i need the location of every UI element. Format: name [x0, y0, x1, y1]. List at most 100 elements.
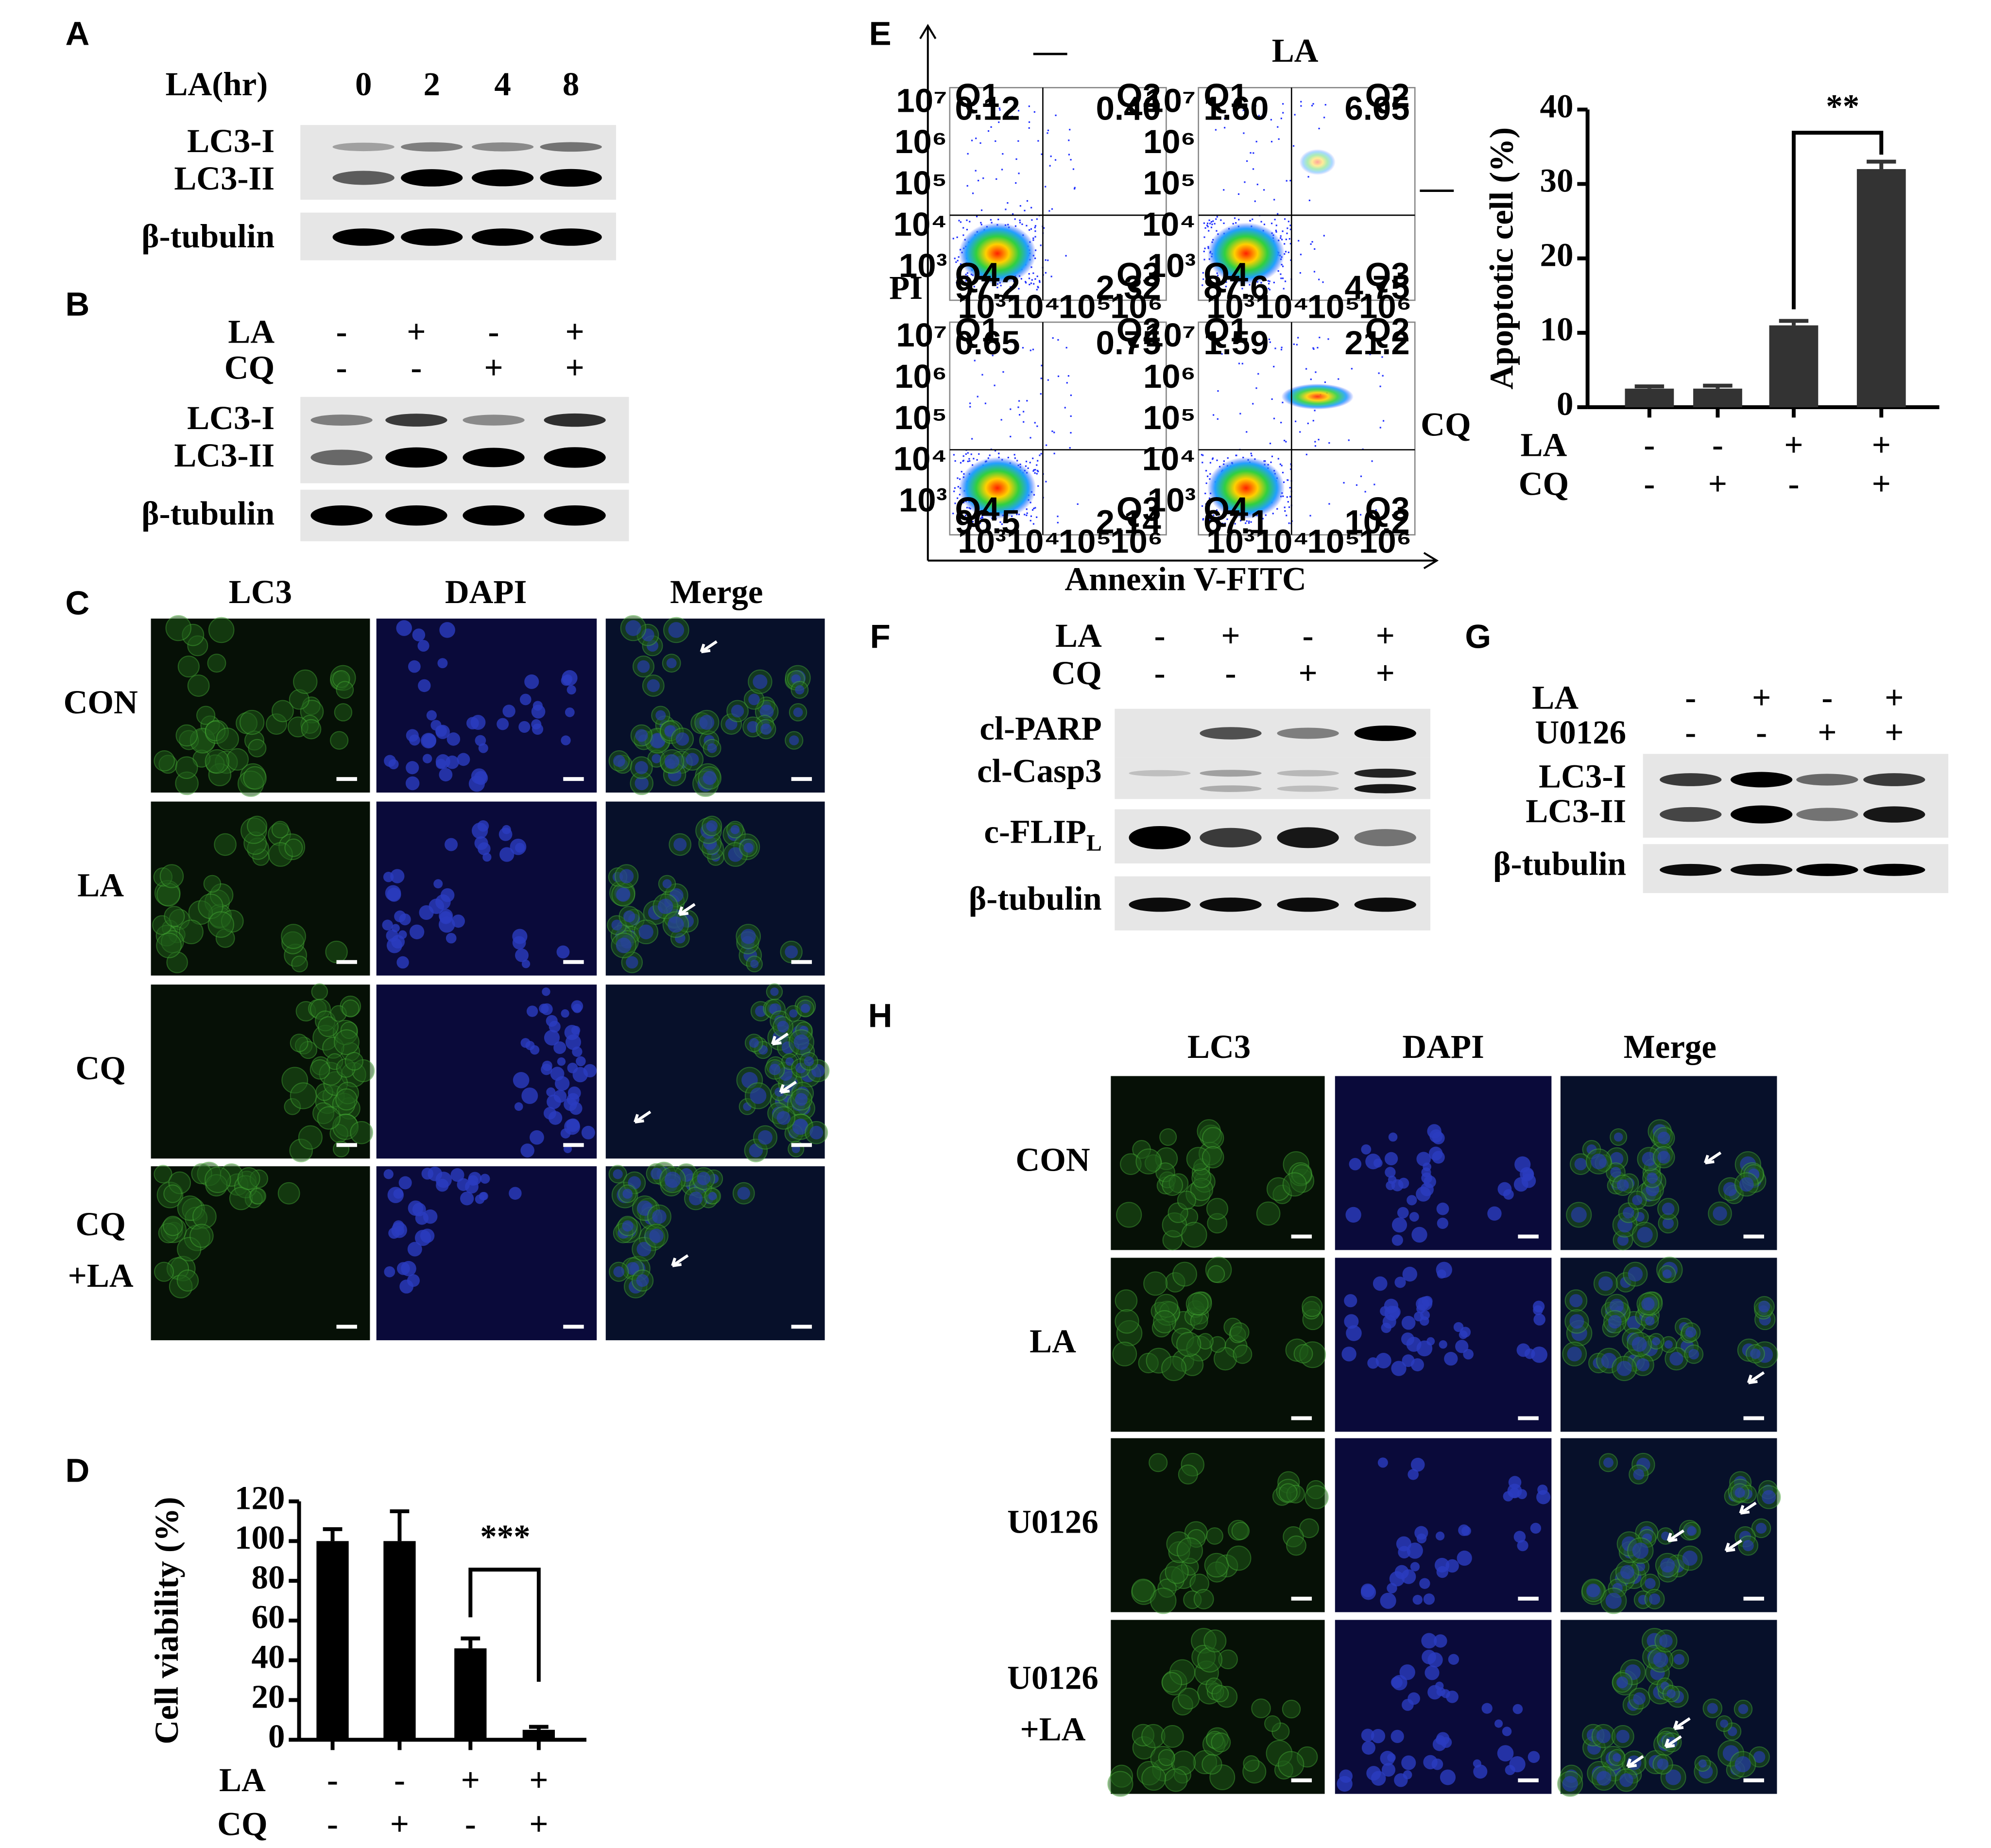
- band: [1730, 805, 1793, 824]
- cell-lc3: [1135, 1148, 1162, 1174]
- event: [1260, 282, 1262, 284]
- event: [966, 228, 968, 231]
- cell-nucleus: [1665, 1769, 1682, 1785]
- event: [967, 452, 969, 454]
- cell-nucleus: [439, 768, 453, 782]
- event: [1019, 205, 1021, 207]
- event: [1282, 103, 1284, 105]
- event: [1327, 338, 1329, 340]
- quadrant-name: Q1: [1203, 311, 1248, 348]
- event: [993, 283, 995, 286]
- flow-tick-label: 10³: [1148, 247, 1196, 284]
- event: [1290, 468, 1292, 470]
- event: [1036, 218, 1038, 220]
- cell-nucleus: [1410, 1457, 1425, 1472]
- cell-nucleus: [708, 1192, 717, 1201]
- sign: +: [1872, 465, 1891, 502]
- cell-nucleus: [1377, 1457, 1388, 1468]
- cell-nucleus: [1397, 1207, 1409, 1219]
- sign: +: [1221, 617, 1240, 654]
- cell-nucleus: [420, 1228, 435, 1243]
- sign: -: [1225, 655, 1236, 691]
- event: [1313, 348, 1315, 350]
- cell-nucleus: [1455, 1340, 1469, 1353]
- event: [1224, 118, 1226, 120]
- event: [1212, 458, 1214, 460]
- event: [1224, 522, 1226, 524]
- event: [1055, 114, 1057, 116]
- cell-nucleus: [1444, 1351, 1458, 1366]
- cell-nucleus: [409, 924, 425, 939]
- arrow: [1666, 1529, 1685, 1542]
- arrow: [1704, 1151, 1722, 1165]
- band: [1796, 774, 1858, 786]
- cell-lc3: [1201, 1146, 1224, 1169]
- event: [1025, 281, 1027, 283]
- cell-nucleus: [426, 710, 437, 721]
- y-tick-label: 0: [268, 1718, 285, 1755]
- cell-lc3: [290, 1082, 317, 1109]
- event: [1201, 462, 1203, 464]
- event: [1072, 168, 1075, 170]
- flow-tick-label: 10⁴: [1142, 206, 1196, 243]
- event: [1013, 454, 1015, 456]
- flow-tick-label: 10³: [958, 288, 1006, 326]
- event: [1312, 103, 1314, 105]
- event: [1257, 373, 1259, 375]
- cell-lc3: [350, 1121, 374, 1144]
- event: [1045, 481, 1047, 483]
- event: [1216, 509, 1218, 511]
- event: [953, 454, 955, 456]
- event: [1318, 127, 1320, 130]
- quadrant-name: Q4: [955, 490, 999, 528]
- event: [1284, 510, 1286, 512]
- event: [1034, 230, 1036, 232]
- cell-nucleus: [776, 1111, 791, 1125]
- cell-nucleus: [1432, 1151, 1445, 1164]
- event: [1037, 287, 1039, 289]
- event: [1212, 220, 1214, 222]
- event: [1048, 210, 1050, 212]
- flow-tick-label: 10³: [899, 482, 947, 519]
- cell-lc3: [207, 911, 235, 938]
- band-label: cl-PARP: [979, 710, 1101, 747]
- band: [1200, 727, 1262, 740]
- event: [1274, 219, 1276, 221]
- quadrant-value: 0.65: [955, 324, 1020, 362]
- event: [1005, 208, 1007, 210]
- event: [1207, 225, 1209, 227]
- cell-nucleus: [561, 1009, 569, 1018]
- event: [1210, 514, 1212, 516]
- cell-lc3: [1161, 1725, 1184, 1748]
- cell-lc3: [196, 706, 216, 725]
- event: [1215, 218, 1217, 220]
- event: [1033, 283, 1035, 285]
- event: [1028, 127, 1030, 129]
- cell-nucleus: [509, 1187, 522, 1200]
- significance: ***: [480, 1518, 530, 1555]
- cell-nucleus: [445, 838, 458, 851]
- event: [1041, 364, 1043, 366]
- event: [1018, 514, 1020, 516]
- cell-nucleus: [635, 729, 648, 742]
- axis-label: Annexin V-FITC: [1065, 561, 1306, 598]
- cell-nucleus: [1723, 1182, 1737, 1196]
- cell-nucleus: [1441, 1689, 1450, 1698]
- event: [999, 521, 1001, 523]
- event: [957, 259, 959, 261]
- cell-nucleus: [666, 658, 677, 669]
- significance-bracket: [1791, 131, 1884, 310]
- row-label: LA: [77, 866, 124, 903]
- band: [471, 228, 534, 246]
- sign: +: [1872, 427, 1891, 464]
- cell-nucleus: [1662, 1217, 1674, 1229]
- cell-nucleus: [550, 1067, 565, 1081]
- band: [1354, 725, 1416, 741]
- band-label: β-tubulin: [141, 495, 275, 532]
- cell-lc3: [1178, 1688, 1200, 1710]
- event: [980, 222, 982, 224]
- event: [1252, 168, 1254, 170]
- event: [1216, 230, 1218, 232]
- band-label: β-tubulin: [1493, 846, 1626, 882]
- cell-nucleus: [1349, 1157, 1362, 1171]
